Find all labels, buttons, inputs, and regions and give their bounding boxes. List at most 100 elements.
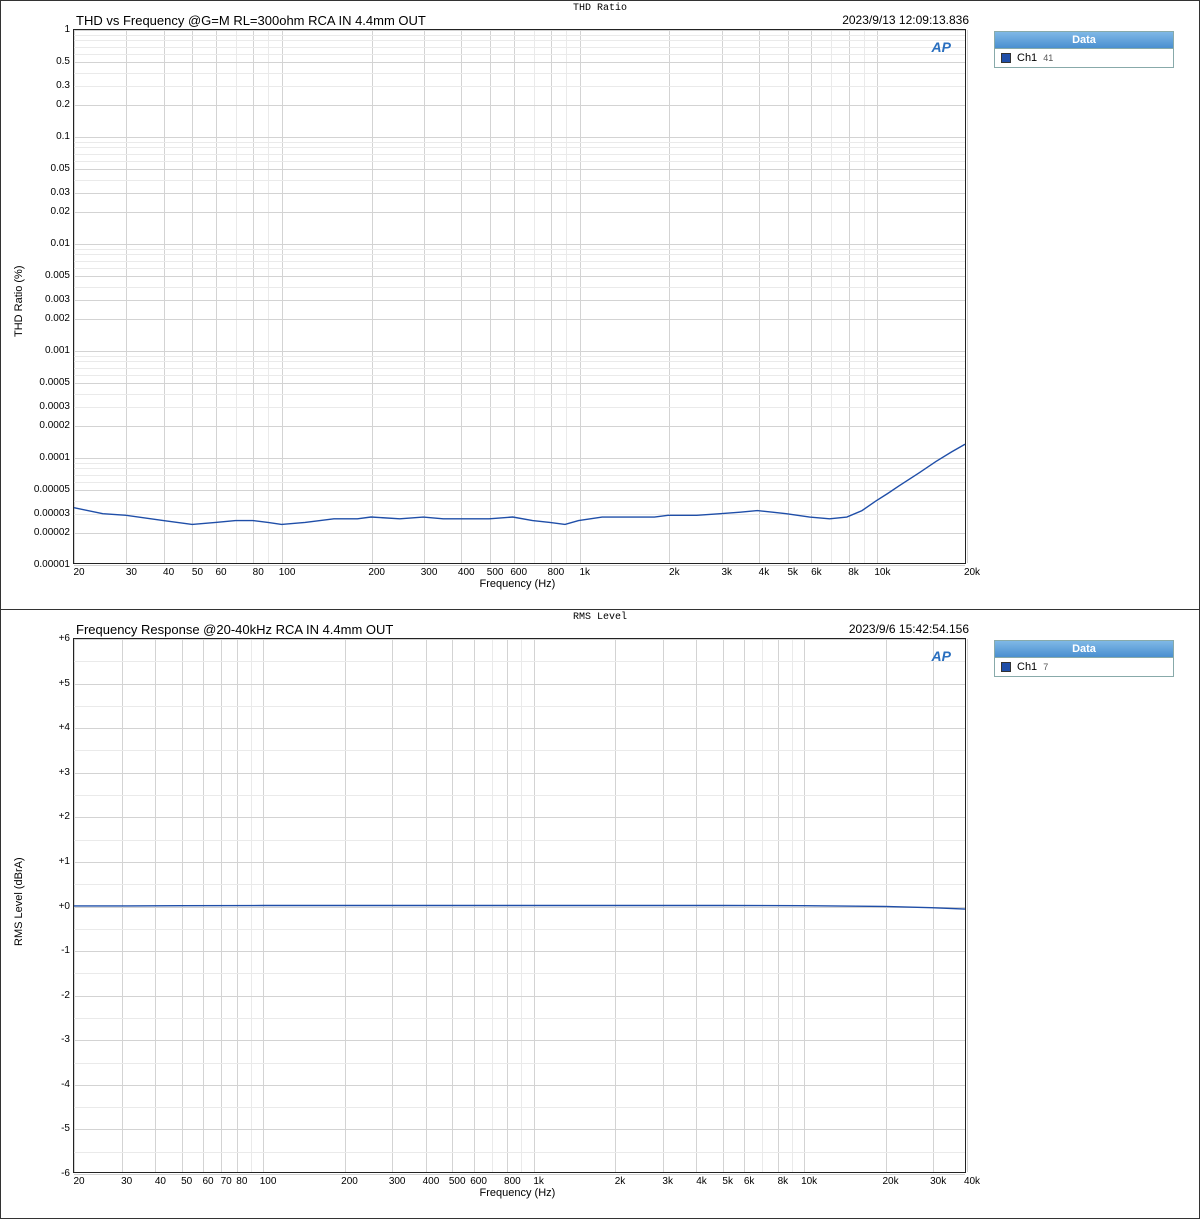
y-tick-label: +2 [24, 811, 70, 822]
chart-super-title: RMS Level [573, 612, 627, 623]
y-tick-label: -4 [24, 1079, 70, 1090]
y-tick-label: +1 [24, 856, 70, 867]
x-tick-label: 3k [712, 567, 742, 578]
chart-title: THD vs Frequency @G=M RL=300ohm RCA IN 4… [76, 13, 426, 28]
chart-timestamp: 2023/9/6 15:42:54.156 [849, 622, 969, 636]
y-tick-label: 0.5 [24, 56, 70, 67]
legend-label: Ch1 [1017, 661, 1037, 673]
legend-title: Data [995, 641, 1173, 658]
y-tick-label: 0.3 [24, 80, 70, 91]
y-tick-label: 0.2 [24, 99, 70, 110]
y-tick-label: -1 [24, 945, 70, 956]
legend-label: Ch1 [1017, 52, 1037, 64]
plot-area: AP203040506070801002003004005006008001k2… [73, 638, 966, 1173]
y-tick-label: 0.05 [24, 163, 70, 174]
legend-swatch [1001, 662, 1011, 672]
legend-box: Data Ch1 41 [994, 31, 1174, 68]
grid-line-horizontal [74, 565, 965, 566]
y-axis-label: THD Ratio (%) [13, 265, 25, 337]
x-tick-label: 2k [659, 567, 689, 578]
x-tick-label: 60 [206, 567, 236, 578]
legend-title: Data [995, 32, 1173, 49]
x-tick-label: 10k [794, 1176, 824, 1187]
grid-line-vertical [967, 639, 968, 1172]
y-tick-label: 0.003 [24, 294, 70, 305]
y-tick-label: 0.0003 [24, 401, 70, 412]
chart-panel: RMS Level Frequency Response @20-40kHz RC… [0, 609, 1200, 1219]
x-tick-label: 800 [541, 567, 571, 578]
x-tick-label: 20k [957, 567, 987, 578]
series-line [74, 444, 965, 524]
x-tick-label: 1k [570, 567, 600, 578]
x-tick-label: 40 [154, 567, 184, 578]
chart-title: Frequency Response @20-40kHz RCA IN 4.4m… [76, 622, 393, 637]
x-tick-label: 30 [116, 567, 146, 578]
y-tick-label: 0.02 [24, 206, 70, 217]
y-tick-label: 0.0001 [24, 452, 70, 463]
y-tick-label: 0.03 [24, 187, 70, 198]
grid-line-horizontal [74, 1174, 965, 1175]
x-tick-label: 10k [867, 567, 897, 578]
legend-swatch [1001, 53, 1011, 63]
y-tick-label: +5 [24, 678, 70, 689]
legend-item: Ch1 41 [995, 49, 1173, 67]
series-line [74, 906, 965, 910]
y-axis-label: RMS Level (dBrA) [13, 857, 25, 946]
x-tick-label: 6k [801, 567, 831, 578]
y-tick-label: -5 [24, 1123, 70, 1134]
series-svg [74, 639, 965, 1172]
x-axis-label: Frequency (Hz) [480, 578, 556, 590]
plot-area: AP2030405060801002003004005006008001k2k3… [73, 29, 966, 564]
x-tick-label: 600 [504, 567, 534, 578]
y-tick-label: 0.00005 [24, 484, 70, 495]
x-tick-label: 80 [243, 567, 273, 578]
y-tick-label: 0.001 [24, 345, 70, 356]
series-svg [74, 30, 965, 563]
x-tick-label: 40k [957, 1176, 987, 1187]
y-tick-label: 1 [24, 24, 70, 35]
legend-item: Ch1 7 [995, 658, 1173, 676]
x-axis-label: Frequency (Hz) [480, 1187, 556, 1199]
x-tick-label: 8k [839, 567, 869, 578]
legend-box: Data Ch1 7 [994, 640, 1174, 677]
y-tick-label: 0.0002 [24, 420, 70, 431]
y-tick-label: 0.002 [24, 313, 70, 324]
x-tick-label: 200 [362, 567, 392, 578]
y-tick-label: +0 [24, 901, 70, 912]
chart-panel: THD Ratio THD vs Frequency @G=M RL=300ohm… [0, 0, 1200, 610]
y-tick-label: -3 [24, 1034, 70, 1045]
y-tick-label: 0.00002 [24, 527, 70, 538]
x-tick-label: 100 [253, 1176, 283, 1187]
legend-sublabel: 7 [1043, 662, 1048, 672]
x-tick-label: 2k [605, 1176, 635, 1187]
y-tick-label: 0.0005 [24, 377, 70, 388]
y-tick-label: 0.005 [24, 270, 70, 281]
x-tick-label: 20k [876, 1176, 906, 1187]
x-tick-label: 6k [734, 1176, 764, 1187]
y-tick-label: 0.00001 [24, 559, 70, 570]
y-tick-label: 0.00003 [24, 508, 70, 519]
x-tick-label: 30 [112, 1176, 142, 1187]
y-tick-label: +6 [24, 633, 70, 644]
y-tick-label: -2 [24, 990, 70, 1001]
x-tick-label: 400 [451, 567, 481, 578]
x-tick-label: 100 [272, 567, 302, 578]
x-tick-label: 300 [382, 1176, 412, 1187]
x-tick-label: 600 [464, 1176, 494, 1187]
x-tick-label: 1k [524, 1176, 554, 1187]
chart-super-title: THD Ratio [573, 3, 627, 14]
y-tick-label: 0.1 [24, 131, 70, 142]
chart-timestamp: 2023/9/13 12:09:13.836 [842, 13, 969, 27]
legend-sublabel: 41 [1043, 53, 1053, 63]
x-tick-label: 30k [923, 1176, 953, 1187]
y-tick-label: +4 [24, 722, 70, 733]
y-tick-label: 0.01 [24, 238, 70, 249]
grid-line-vertical [967, 30, 968, 563]
x-tick-label: 4k [749, 567, 779, 578]
ap-logo: AP [926, 38, 957, 56]
y-tick-label: -6 [24, 1168, 70, 1179]
x-tick-label: 300 [414, 567, 444, 578]
x-tick-label: 200 [335, 1176, 365, 1187]
y-tick-label: +3 [24, 767, 70, 778]
ap-logo: AP [926, 647, 957, 665]
